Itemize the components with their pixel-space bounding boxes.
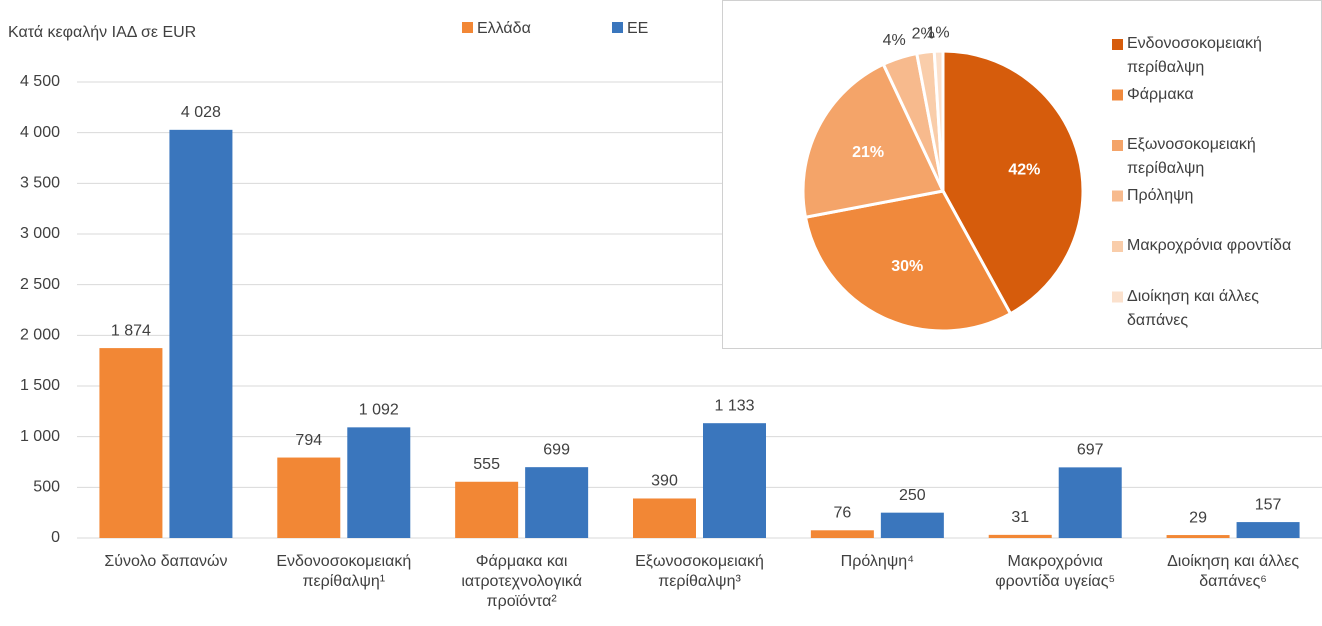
bar bbox=[169, 129, 233, 538]
data-label: 1 092 bbox=[359, 402, 399, 419]
data-label: 1 133 bbox=[714, 397, 754, 414]
legend-swatch bbox=[1112, 241, 1123, 252]
bar bbox=[988, 534, 1052, 538]
x-tick-label: Διοίκηση και άλλες δαπάνες⁶ bbox=[1167, 553, 1300, 590]
legend-swatch bbox=[1112, 190, 1123, 202]
legend-swatch bbox=[1112, 39, 1123, 50]
legend-swatch bbox=[612, 22, 623, 33]
data-label: 4% bbox=[883, 32, 906, 49]
data-label: 157 bbox=[1255, 496, 1282, 513]
bar bbox=[880, 512, 944, 538]
y-tick-label: 500 bbox=[33, 479, 60, 496]
bar bbox=[633, 498, 696, 538]
data-label: 30% bbox=[891, 258, 923, 275]
x-tick-label: Φάρμακα και ιατροτεχνολογικά προϊόντα² bbox=[461, 553, 582, 610]
data-label: 555 bbox=[473, 456, 500, 473]
data-label: 42% bbox=[1008, 161, 1040, 178]
data-label: 21% bbox=[852, 144, 884, 161]
data-label: 390 bbox=[651, 473, 678, 490]
data-label: 76 bbox=[833, 505, 851, 522]
data-label: 1 874 bbox=[111, 322, 151, 339]
legend-label: Διοίκηση και άλλες δαπάνες bbox=[1127, 287, 1259, 329]
bar bbox=[525, 467, 589, 538]
bar bbox=[810, 530, 874, 538]
bar bbox=[99, 348, 163, 538]
data-label: 794 bbox=[295, 432, 322, 449]
legend-swatch bbox=[1112, 89, 1123, 101]
data-label: 31 bbox=[1011, 509, 1029, 526]
data-label: 1% bbox=[926, 24, 949, 41]
y-tick-label: 1 000 bbox=[20, 428, 60, 445]
pie-slice bbox=[803, 189, 1013, 333]
legend-swatch bbox=[1112, 140, 1123, 151]
y-tick-label: 4 000 bbox=[20, 124, 60, 141]
y-tick-label: 1 500 bbox=[20, 377, 60, 394]
data-label: 697 bbox=[1077, 442, 1104, 459]
legend-label: Φάρμακα bbox=[1127, 85, 1194, 103]
x-tick-label: Μακροχρόνια φροντίδα υγείας⁵ bbox=[995, 553, 1116, 590]
legend-label: Πρόληψη bbox=[1127, 186, 1194, 204]
y-tick-label: 3 000 bbox=[20, 225, 60, 242]
x-tick-label: Εξωνοσοκομειακή περίθαλψη³ bbox=[635, 553, 764, 590]
bar bbox=[1058, 467, 1122, 538]
data-label: 29 bbox=[1189, 509, 1207, 526]
x-tick-label: Ενδονοσοκομειακή περίθαλψη¹ bbox=[276, 553, 412, 590]
legend-label: Ελλάδα bbox=[477, 20, 531, 37]
data-label: 699 bbox=[543, 441, 570, 458]
x-tick-label: Πρόληψη⁴ bbox=[840, 553, 914, 570]
y-tick-label: 2 500 bbox=[20, 276, 60, 293]
bar bbox=[347, 427, 411, 538]
bar bbox=[703, 423, 766, 538]
y-axis-label: Κατά κεφαλήν ΙΑΔ σε EUR bbox=[8, 24, 196, 41]
y-tick-label: 0 bbox=[51, 529, 60, 546]
pie-slice bbox=[932, 49, 945, 192]
legend-label: ΕΕ bbox=[627, 20, 648, 37]
data-label: 2% bbox=[912, 25, 935, 42]
legend-label: Εξωνοσοκομειακή περίθαλψη bbox=[1127, 136, 1256, 177]
bar bbox=[277, 457, 341, 538]
x-tick-label: Σύνολο δαπανών bbox=[104, 553, 228, 570]
y-tick-label: 4 500 bbox=[20, 73, 60, 90]
bar bbox=[1166, 535, 1230, 538]
bar bbox=[455, 481, 519, 538]
pie-slice bbox=[941, 49, 1085, 316]
data-label: 250 bbox=[899, 487, 926, 504]
bar bbox=[1236, 522, 1300, 538]
legend-swatch bbox=[462, 22, 473, 33]
y-tick-label: 2 000 bbox=[20, 327, 60, 344]
legend-swatch bbox=[1112, 291, 1123, 303]
data-label: 4 028 bbox=[181, 104, 221, 121]
pie-slice bbox=[801, 62, 946, 219]
legend-label: Ενδονοσοκομειακή περίθαλψη bbox=[1127, 35, 1262, 76]
y-tick-label: 3 500 bbox=[20, 175, 60, 192]
legend-label: Μακροχρόνια φροντίδα bbox=[1127, 237, 1292, 254]
